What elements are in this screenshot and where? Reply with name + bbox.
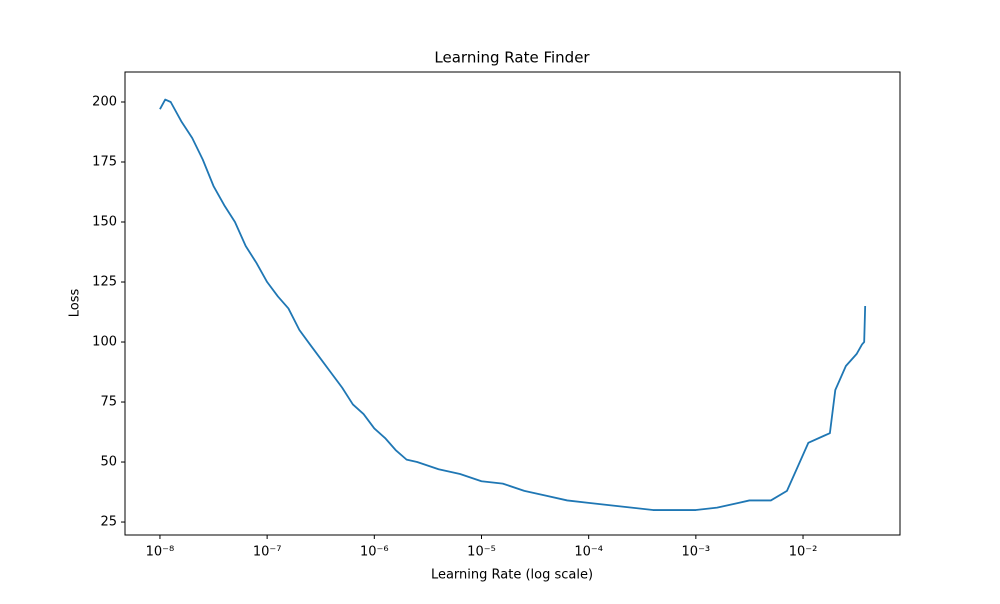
plot-frame xyxy=(124,71,901,536)
loss-line xyxy=(159,98,867,511)
y-tick-label: 75 xyxy=(100,395,117,410)
y-tick-label: 125 xyxy=(92,275,117,290)
y-tick-label: 50 xyxy=(100,455,117,470)
x-axis-label: Learning Rate (log scale) xyxy=(431,568,593,583)
x-tick-label: 10⁻⁴ xyxy=(574,545,603,560)
chart-title: Learning Rate Finder xyxy=(434,49,590,67)
x-tick-label: 10⁻⁶ xyxy=(360,545,389,560)
y-tick-label: 100 xyxy=(92,335,117,350)
y-tick-label: 25 xyxy=(100,515,117,530)
y-tick-label: 200 xyxy=(92,95,117,110)
y-tick-label: 175 xyxy=(92,155,117,170)
y-tick-label: 150 xyxy=(92,215,117,230)
x-tick-label: 10⁻⁵ xyxy=(467,545,496,560)
x-tick-label: 10⁻² xyxy=(789,545,818,560)
y-axis-label: Loss xyxy=(68,289,83,318)
x-tick-label: 10⁻⁷ xyxy=(253,545,282,560)
x-tick-label: 10⁻³ xyxy=(682,545,711,560)
x-tick-label: 10⁻⁸ xyxy=(146,545,175,560)
